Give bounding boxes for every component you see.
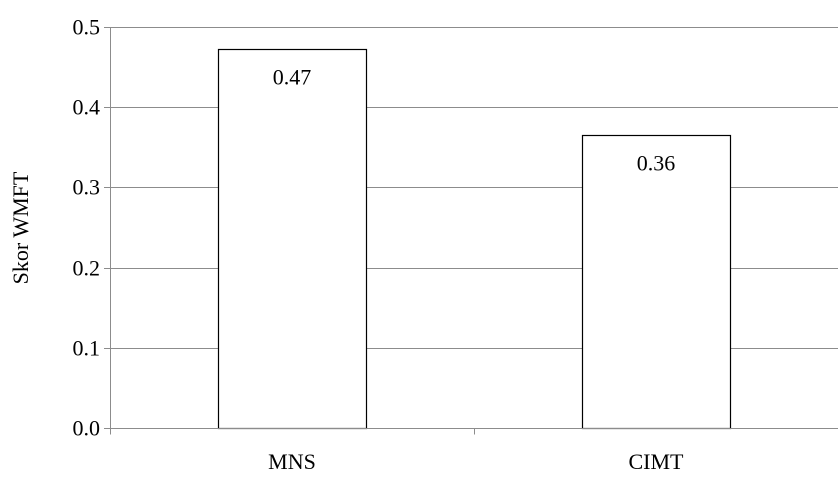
bars [217,48,732,430]
data-label: 0.47 [273,65,312,90]
bar-mns [217,48,368,430]
x-tick-label: CIMT [629,449,685,474]
y-tick-label: 0.4 [73,95,101,120]
y-tick-label: 0.2 [73,256,101,281]
labels: 0.0 0.1 0.2 0.3 0.4 0.5 0.47 MNS 0.36 CIMT [73,15,685,475]
y-tick-label: 0.5 [73,15,101,40]
y-tick-label: 0.1 [73,336,101,361]
y-tick-label: 0.0 [73,416,101,441]
bar-cimt [581,134,732,430]
y-tick-label: 0.3 [73,175,101,200]
x-tick-label: MNS [268,449,316,474]
axes [104,27,838,435]
data-label: 0.36 [637,151,676,176]
y-axis-title: Skor WMFT [8,171,33,284]
